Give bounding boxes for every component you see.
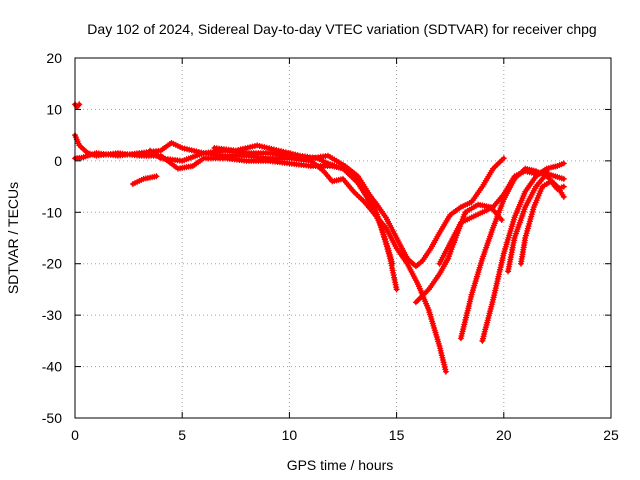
x-axis-label: GPS time / hours bbox=[287, 457, 394, 473]
series-markers bbox=[518, 178, 567, 267]
series-markers bbox=[479, 160, 567, 344]
x-tick-label: 15 bbox=[389, 427, 405, 443]
series-sat-a bbox=[72, 139, 400, 293]
series-markers bbox=[147, 147, 449, 375]
series-layer bbox=[72, 101, 567, 375]
y-tick-label: -10 bbox=[42, 204, 62, 220]
series-sat-c bbox=[147, 147, 449, 375]
series-sat-h bbox=[479, 160, 567, 344]
series-sat-i bbox=[505, 170, 567, 275]
series-sat-g bbox=[436, 168, 550, 267]
series-line bbox=[148, 148, 448, 374]
x-tick-label: 5 bbox=[178, 427, 186, 443]
y-tick-label: -30 bbox=[42, 307, 62, 323]
grid-layer bbox=[75, 58, 611, 418]
series-markers bbox=[436, 168, 550, 267]
y-tick-label: -40 bbox=[42, 359, 62, 375]
series-line bbox=[73, 140, 399, 292]
x-tick-label: 0 bbox=[71, 427, 79, 443]
series-markers bbox=[505, 170, 567, 275]
series-markers bbox=[211, 142, 507, 270]
y-tick-label: -20 bbox=[42, 256, 62, 272]
series-markers bbox=[72, 139, 400, 293]
chart-title: Day 102 of 2024, Sidereal Day-to-day VTE… bbox=[87, 21, 596, 37]
tick-layer: 0 5 10 15 20 25 -50 -40 -30 -20 -10 0 10 20 bbox=[42, 50, 619, 443]
y-tick-label: 10 bbox=[46, 101, 62, 117]
y-tick-label: 20 bbox=[46, 50, 62, 66]
series-sat-l bbox=[72, 101, 83, 110]
x-tick-label: 25 bbox=[603, 427, 619, 443]
series-markers bbox=[129, 173, 160, 187]
y-tick-label: -50 bbox=[42, 410, 62, 426]
series-sat-k bbox=[129, 173, 160, 187]
series-sat-j bbox=[518, 178, 567, 267]
y-tick-label: 0 bbox=[54, 153, 62, 169]
series-markers bbox=[72, 101, 83, 110]
x-tick-label: 20 bbox=[496, 427, 512, 443]
y-axis-label: SDTVAR / TECUs bbox=[5, 182, 21, 294]
series-sat-d bbox=[211, 142, 507, 270]
x-tick-label: 10 bbox=[282, 427, 298, 443]
plot-frame bbox=[74, 57, 612, 419]
